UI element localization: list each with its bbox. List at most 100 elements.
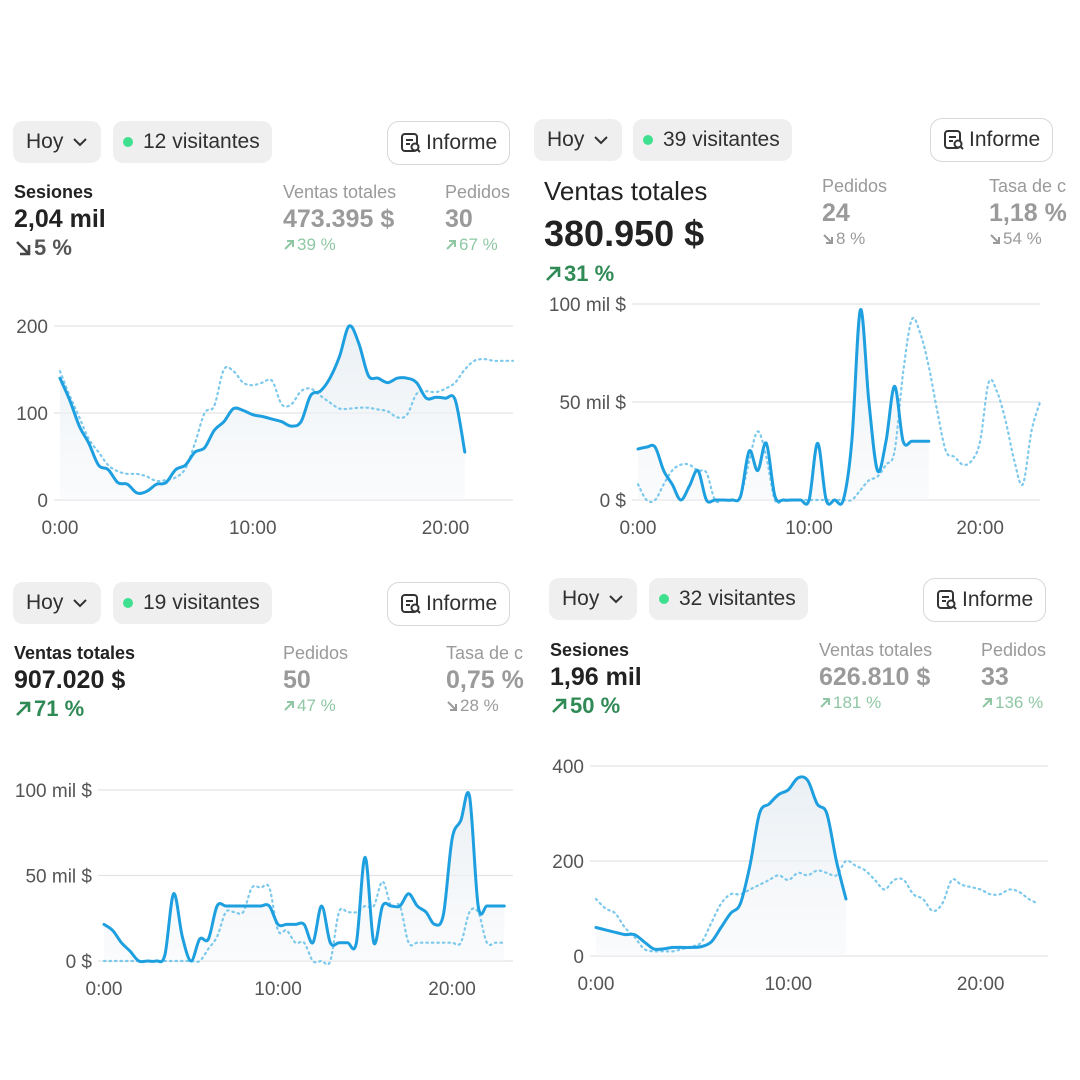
chevron-down-icon	[609, 595, 624, 604]
main-series-line	[636, 308, 931, 506]
period-selector[interactable]: Hoy	[13, 121, 102, 163]
metric-delta: 39 %	[283, 235, 396, 255]
y-tick-label: 100	[16, 404, 48, 425]
metric-delta-value: 47 %	[297, 696, 336, 715]
series-area	[596, 776, 846, 956]
y-tick-label: 0	[573, 947, 584, 968]
metric-delta: 28 %	[446, 696, 524, 716]
metric-total-sales[interactable]: Ventas totales 907.020 $ 71 %	[14, 643, 135, 722]
sales-chart[interactable]: 0 $ 50 mil $ 100 mil $ 0:00 10:00 20:00	[530, 108, 1080, 548]
live-visitors-badge[interactable]: 32 visitantes	[649, 578, 808, 620]
metric-label: Sesiones	[550, 640, 630, 660]
metric-label: Pedidos	[981, 640, 1047, 660]
y-tick-label: 50 mil $	[559, 393, 626, 414]
sessions-chart[interactable]: 0 100 200 0:00 10:00 20:00	[0, 108, 530, 548]
sessions-chart[interactable]: 0 200 400 0:00 10:00 20:00	[536, 565, 1080, 1015]
live-visitors-badge[interactable]: 19 visitantes	[113, 582, 272, 624]
metric-delta: 50 %	[550, 693, 642, 719]
arrow-down-right-icon	[447, 701, 457, 711]
metric-label: Ventas totales	[14, 643, 136, 663]
metric-total-sales[interactable]: Ventas totales 626.810 $ 181 %	[819, 640, 932, 713]
comparison-series-line	[102, 880, 506, 966]
metric-delta-value: 39 %	[297, 235, 336, 254]
metric-orders[interactable]: Pedidos 30 67 %	[445, 182, 510, 255]
metric-orders[interactable]: Pedidos 50 47 %	[283, 643, 348, 716]
x-tick-label: 20:00	[956, 518, 1004, 539]
main-series-line	[102, 791, 506, 964]
dashboard-card-4: Hoy 32 visitantes Informe Sesiones 1,96 …	[536, 565, 1080, 1015]
metric-delta-value: 28 %	[460, 696, 499, 715]
live-dot-icon	[643, 135, 653, 145]
report-button[interactable]: Informe	[930, 118, 1054, 162]
metric-value: 2,04 mil	[14, 205, 106, 233]
metric-label: Tasa de c	[446, 643, 524, 663]
metric-conversion-rate[interactable]: Tasa de c 0,75 % 28 %	[446, 643, 524, 716]
x-tick-label: 20:00	[957, 974, 1005, 995]
y-tick-label: 0	[37, 491, 48, 512]
metric-value: 1,18 %	[989, 199, 1067, 227]
metric-total-sales[interactable]: Ventas totales 473.395 $ 39 %	[283, 182, 396, 255]
arrow-down-right-icon	[990, 234, 1000, 244]
report-button[interactable]: Informe	[387, 582, 511, 626]
report-icon	[944, 130, 964, 150]
chevron-down-icon	[73, 599, 88, 608]
metric-label: Ventas totales	[283, 182, 397, 202]
live-dot-icon	[123, 598, 133, 608]
period-selector[interactable]: Hoy	[13, 582, 102, 624]
metric-sessions[interactable]: Sesiones 2,04 mil 5 %	[14, 182, 106, 261]
arrow-up-right-icon	[546, 266, 561, 281]
metric-orders[interactable]: Pedidos 33 136 %	[981, 640, 1046, 713]
metric-label: Pedidos	[283, 643, 349, 663]
visitors-label: 39 visitantes	[663, 128, 780, 151]
metric-delta-value: 181 %	[833, 693, 882, 712]
metric-value: 0,75 %	[446, 666, 524, 694]
report-label: Informe	[426, 131, 498, 154]
metric-delta: 136 %	[981, 693, 1046, 713]
metric-label: Ventas totales	[819, 640, 933, 660]
series-area	[104, 792, 505, 962]
metric-delta: 67 %	[445, 235, 510, 255]
metric-delta-value: 67 %	[459, 235, 498, 254]
live-visitors-badge[interactable]: 39 visitantes	[633, 119, 792, 161]
chevron-down-icon	[73, 138, 88, 147]
report-button[interactable]: Informe	[923, 578, 1047, 622]
y-tick-label: 0 $	[66, 952, 93, 973]
live-visitors-badge[interactable]: 12 visitantes	[113, 121, 272, 163]
y-tick-label: 200	[16, 317, 48, 338]
arrow-down-right-icon	[16, 241, 31, 256]
period-selector[interactable]: Hoy	[549, 578, 638, 620]
arrow-up-right-icon	[16, 701, 31, 716]
visitors-label: 32 visitantes	[679, 587, 796, 610]
arrow-up-right-icon	[284, 240, 294, 250]
series-area	[60, 325, 465, 500]
x-tick-label: 20:00	[428, 979, 476, 1000]
arrow-up-right-icon	[552, 698, 567, 713]
sales-chart[interactable]: 0 $ 50 mil $ 100 mil $ 0:00 10:00 20:00	[0, 568, 530, 1018]
period-selector[interactable]: Hoy	[534, 119, 623, 161]
y-tick-label: 200	[552, 852, 584, 873]
y-tick-label: 400	[552, 757, 584, 778]
metric-value: 907.020 $	[14, 666, 126, 694]
metric-value: 50	[283, 666, 311, 694]
visitors-label: 12 visitantes	[143, 130, 260, 153]
metric-delta-value: 71 %	[34, 696, 85, 721]
metric-delta-value: 31 %	[564, 261, 615, 286]
metric-label: Ventas totales	[544, 176, 708, 206]
metric-delta: 54 %	[989, 229, 1067, 249]
arrow-down-right-icon	[823, 234, 833, 244]
period-label: Hoy	[26, 591, 64, 614]
x-tick-label: 20:00	[422, 518, 470, 539]
report-button[interactable]: Informe	[387, 121, 511, 165]
metric-conversion-rate[interactable]: Tasa de c 1,18 % 54 %	[989, 176, 1067, 249]
metric-sessions[interactable]: Sesiones 1,96 mil 50 %	[550, 640, 642, 719]
metric-value: 626.810 $	[819, 663, 931, 691]
metric-delta-value: 54 %	[1003, 229, 1042, 248]
metric-total-sales[interactable]: Ventas totales 380.950 $ 31 %	[544, 176, 707, 287]
metric-value: 380.950 $	[544, 213, 705, 254]
metric-orders[interactable]: Pedidos 24 8 %	[822, 176, 887, 249]
main-series-line	[58, 324, 467, 495]
report-icon	[401, 594, 421, 614]
y-tick-label: 0 $	[600, 491, 627, 512]
metric-delta: 181 %	[819, 693, 932, 713]
metric-value: 30	[445, 205, 473, 233]
